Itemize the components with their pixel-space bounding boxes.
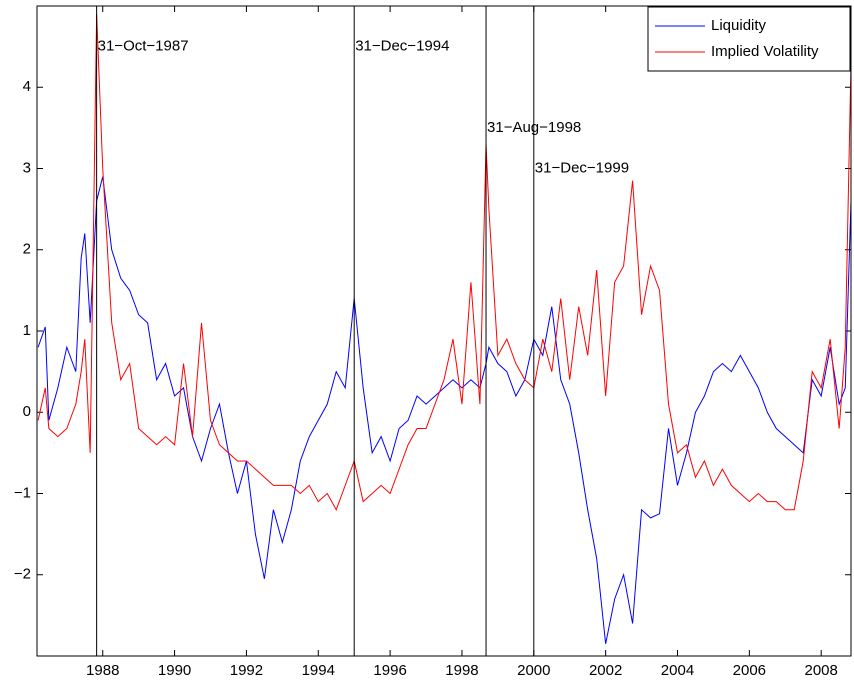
legend-label: Implied Volatility [711, 43, 819, 60]
x-tick-label: 1994 [302, 662, 335, 679]
legend-label: Liquidity [711, 17, 767, 34]
x-tick-label: 2004 [661, 662, 694, 679]
event-label: 31−Dec−1999 [535, 159, 629, 176]
x-tick-label: 1988 [86, 662, 119, 679]
series-group [37, 14, 851, 644]
data-line [37, 14, 851, 511]
y-tick-label: 1 [23, 322, 31, 339]
y-tick-label: 3 [23, 159, 31, 176]
x-tick-label: 2000 [517, 662, 550, 679]
x-tick-label: 1990 [158, 662, 191, 679]
plot-frame [36, 5, 852, 657]
x-tick-label: 1996 [373, 662, 406, 679]
x-tick-label: 1998 [445, 662, 478, 679]
y-tick-label: −2 [14, 566, 31, 583]
x-tick-label: 1992 [230, 662, 263, 679]
x-tick-label: 2002 [589, 662, 622, 679]
y-tick-label: 0 [23, 403, 31, 420]
plot-area [37, 6, 851, 656]
y-tick-label: 4 [23, 78, 31, 95]
y-tick-label: −1 [14, 484, 31, 501]
event-label: 31−Oct−1987 [98, 38, 189, 55]
x-tick-label: 2006 [733, 662, 766, 679]
y-tick-label: 2 [23, 241, 31, 258]
legend-box [647, 6, 851, 72]
x-tick-label: 2008 [804, 662, 837, 679]
event-label: 31−Dec−1994 [355, 38, 449, 55]
